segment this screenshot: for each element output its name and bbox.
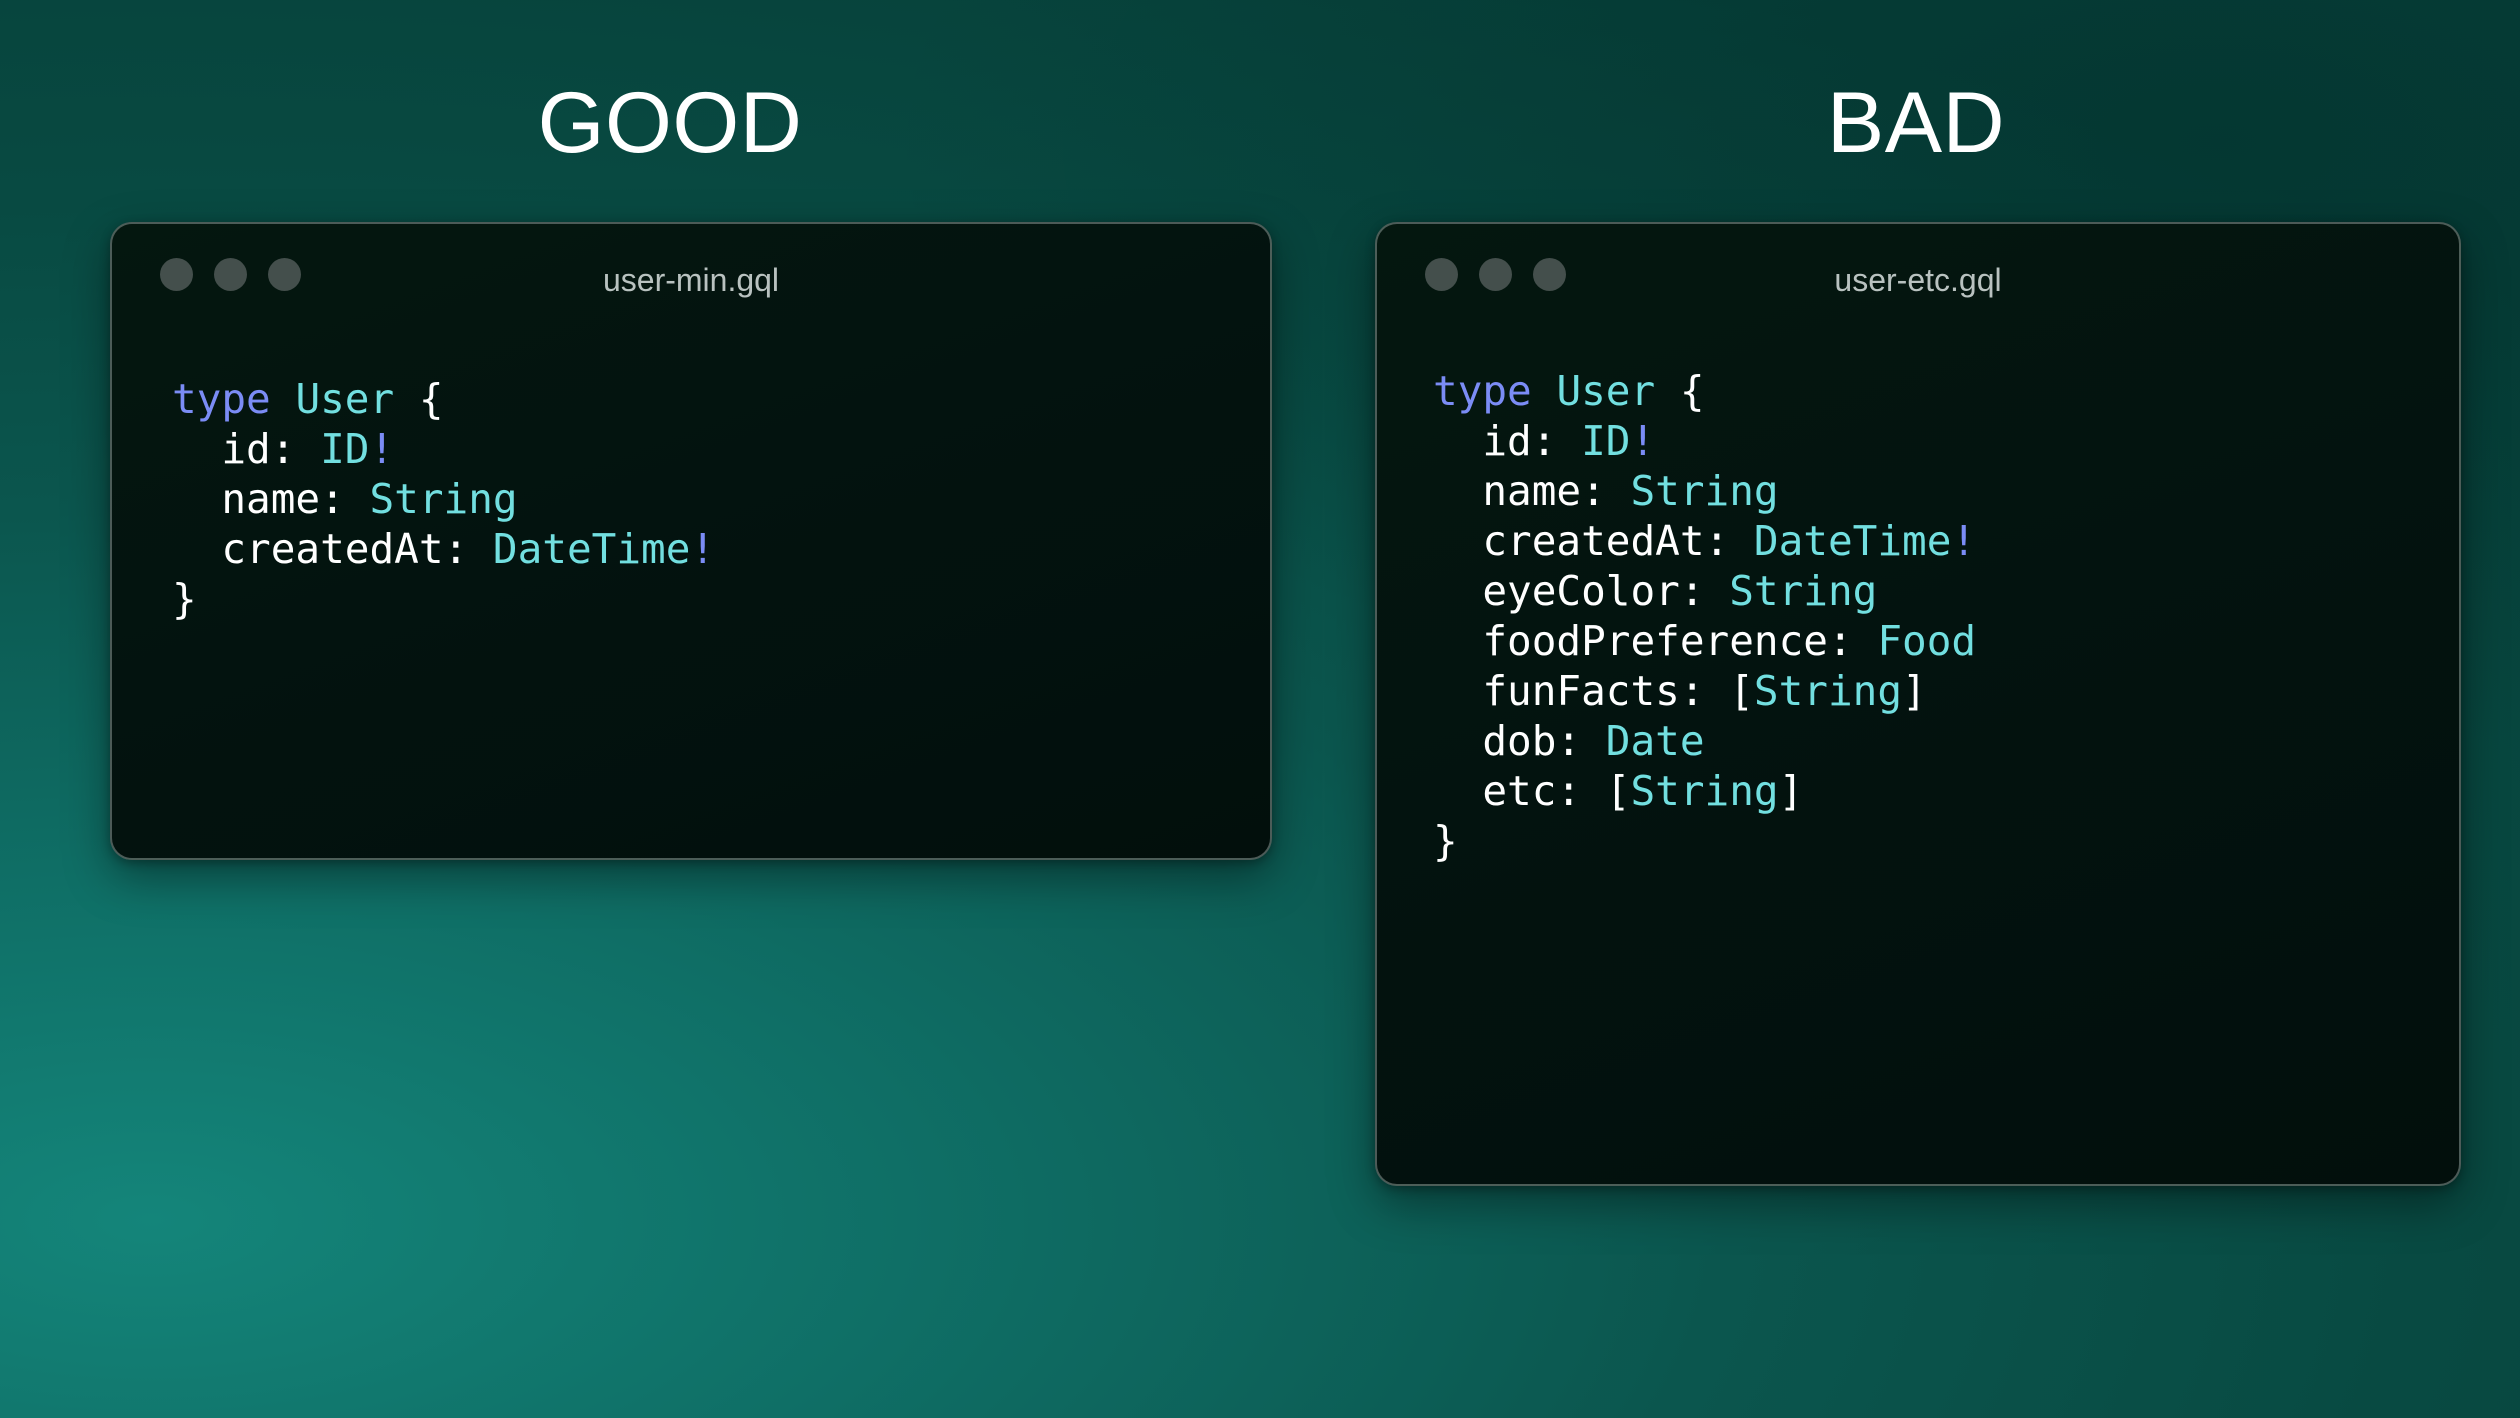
dot-close-icon[interactable] [160, 258, 193, 291]
code-token-bang: ! [369, 425, 395, 474]
code-line: funFacts: [String] [1433, 666, 2403, 716]
code-token-punc [271, 375, 296, 423]
code-token-name: eyeColor: [1433, 567, 1730, 616]
code-token-name: createdAt: [172, 525, 493, 574]
code-token-type: ID [1581, 417, 1631, 466]
dot-maximize-icon[interactable] [268, 258, 301, 291]
code-token-punc: [ [1605, 767, 1631, 816]
titlebar-bad: user-etc.gql [1377, 224, 2459, 310]
code-token-type: String [1630, 767, 1779, 816]
code-token-name: etc: [1433, 767, 1606, 816]
code-line: dob: Date [1433, 716, 2403, 766]
code-token-name: name: [172, 475, 370, 524]
code-token-type: String [1729, 567, 1878, 616]
code-token-punc: } [172, 575, 197, 624]
code-line: type User { [1433, 366, 2403, 416]
code-token-type: String [1630, 467, 1779, 516]
code-line: } [172, 574, 1210, 624]
window-controls-good[interactable] [160, 258, 301, 291]
code-token-name: id: [1433, 417, 1582, 466]
code-token-punc: { [394, 375, 444, 423]
code-line: etc: [String] [1433, 766, 2403, 816]
code-token-punc: ] [1778, 767, 1804, 816]
code-token-punc: [ [1729, 667, 1754, 716]
code-line: name: String [172, 474, 1210, 524]
filename-label-bad: user-etc.gql [1834, 262, 2002, 298]
code-token-bang: ! [1630, 417, 1656, 466]
dot-minimize-icon[interactable] [214, 258, 247, 291]
code-token-name: createdAt: [1433, 517, 1754, 566]
code-token-type: User [1556, 367, 1656, 415]
code-token-type: DateTime [492, 525, 691, 574]
code-token-type: Food [1877, 617, 1977, 666]
code-block-good: type User { id: ID! name: String created… [112, 374, 1270, 624]
dot-close-icon[interactable] [1425, 258, 1458, 291]
code-line: type User { [172, 374, 1210, 424]
code-token-type: String [1753, 667, 1903, 716]
code-token-name: id: [172, 425, 321, 474]
code-token-type: DateTime [1753, 517, 1952, 566]
code-block-bad: type User { id: ID! name: String created… [1377, 366, 2459, 866]
dot-minimize-icon[interactable] [1479, 258, 1512, 291]
code-token-punc [1532, 367, 1557, 415]
code-window-bad: user-etc.gql type User { id: ID! name: S… [1375, 222, 2461, 1186]
code-line: } [1433, 816, 2403, 866]
code-line: name: String [1433, 466, 2403, 516]
code-token-punc: ] [1902, 667, 1927, 716]
panel-heading-bad: BAD [1826, 75, 2006, 171]
titlebar-good: user-min.gql [112, 224, 1270, 310]
code-line: eyeColor: String [1433, 566, 2403, 616]
code-window-good: user-min.gql type User { id: ID! name: S… [110, 222, 1272, 860]
code-token-kw: type [1433, 367, 1532, 415]
dot-maximize-icon[interactable] [1533, 258, 1566, 291]
code-line: createdAt: DateTime! [1433, 516, 2403, 566]
code-line: foodPreference: Food [1433, 616, 2403, 666]
code-token-type: User [295, 375, 395, 423]
code-line: createdAt: DateTime! [172, 524, 1210, 574]
code-token-type: Date [1605, 717, 1705, 766]
code-token-name: funFacts: [1433, 667, 1730, 716]
code-token-name: name: [1433, 467, 1631, 516]
filename-label-good: user-min.gql [602, 262, 780, 298]
code-token-bang: ! [690, 525, 716, 574]
code-token-kw: type [172, 375, 271, 423]
window-controls-bad[interactable] [1425, 258, 1566, 291]
code-token-punc: } [1433, 817, 1458, 866]
panel-heading-good: GOOD [537, 75, 803, 171]
code-token-name: foodPreference: [1433, 617, 1878, 666]
code-line: id: ID! [172, 424, 1210, 474]
code-token-type: ID [320, 425, 370, 474]
code-token-punc: { [1655, 367, 1705, 415]
code-token-name: dob: [1433, 717, 1606, 766]
code-line: id: ID! [1433, 416, 2403, 466]
code-token-bang: ! [1951, 517, 1977, 566]
code-token-type: String [369, 475, 518, 524]
